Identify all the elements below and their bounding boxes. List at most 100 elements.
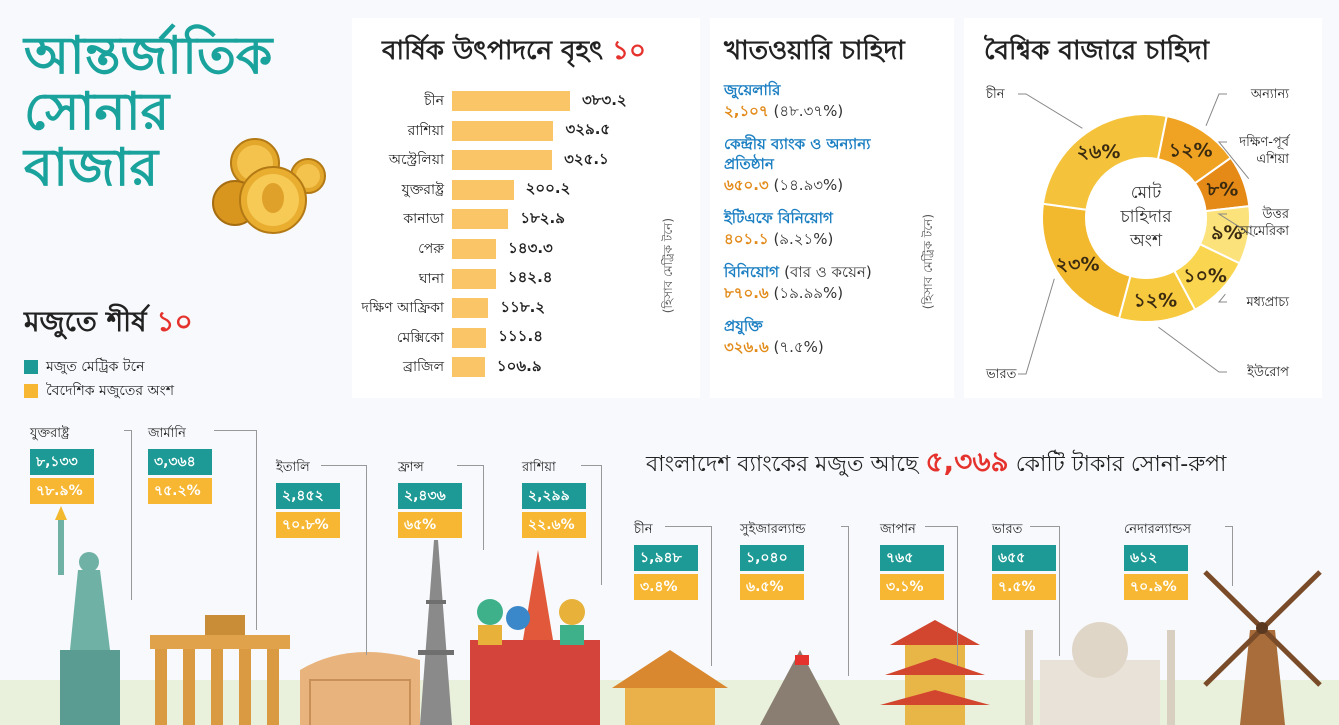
reserve-share-badge: ৩.৪% (634, 574, 698, 600)
donut-leader-line (1158, 326, 1227, 373)
bar (452, 150, 553, 171)
st-basil-cathedral-icon (470, 550, 600, 725)
legend-swatch-teal (24, 360, 38, 374)
reserve-country-name: ইতালি (276, 460, 310, 475)
production-bar-chart: চীন ৩৮৩.২ রাশিয়া ৩২৯.৫ অস্ট্রেলিয়া ৩২৫.১ যুক… (352, 90, 682, 390)
windmill-icon (1203, 570, 1322, 725)
bar-row: মেক্সিকো ১১১.৪ (352, 327, 543, 349)
legend-swatch-gold (24, 384, 38, 398)
reserve-country-name: সুইজারল্যান্ড (740, 522, 806, 537)
production-title-number: ১০ (612, 36, 646, 66)
brandenburg-gate-icon (150, 615, 290, 725)
production-title: বার্ষিক উৎপাদনে বৃহৎ ১০ (382, 36, 646, 66)
reserve-country-name: ভারত (992, 522, 1023, 537)
bar (452, 327, 487, 348)
donut-leader-line (1217, 293, 1227, 303)
bar-category-label: মেক্সিকো (396, 329, 444, 346)
bangladesh-amount: ৫,৩৬৯ (925, 445, 1009, 478)
donut-category-label: আমেরিকা (1237, 223, 1290, 239)
reserve-country: নেদারল্যান্ডস ৬১২ ৭০.৯% (1124, 520, 1191, 600)
bar-category-label: দক্ষিণ আফ্রিকা (361, 300, 444, 317)
donut-leader-line (1217, 213, 1255, 237)
bar-category-label: রাশিয়া (407, 122, 444, 139)
legend-item-tons: মজুত মেট্রিক টনে (24, 355, 193, 379)
title-line-1: আন্তর্জাতিক (24, 25, 273, 86)
reserve-share-badge: ৭০.৮% (276, 512, 340, 538)
donut-leader-line (1018, 93, 1083, 129)
reserve-tons-badge: ৬৫৫ (992, 545, 1056, 571)
global-demand-panel: বৈশ্বিক বাজারে চাহিদা ১২% অন্যান্য ৮% দক্ষি… (964, 18, 1322, 398)
sector-item-technology: প্রযুক্তি ৩২৬.৬ (৭.৫%) (724, 317, 824, 356)
sector-item-jewellery: জুয়েলারি ২,১০৭ (৪৮.৩৭%) (724, 81, 844, 120)
reserve-country-name: জার্মানি (148, 426, 186, 441)
reserve-guide-line (1225, 526, 1233, 586)
sector-title: খাতওয়ারি চাহিদা (724, 36, 905, 66)
donut-category-label: ভারত (985, 367, 1017, 382)
donut-center-label: অংশ (1129, 231, 1163, 251)
reserve-share-badge: ২২.৬% (522, 512, 586, 538)
donut-center-label: চাহিদার (1119, 206, 1172, 227)
statue-of-liberty-icon (55, 506, 120, 725)
donut-slice-value: ১২% (1169, 139, 1213, 161)
reserve-share-badge: ৩.১% (880, 574, 944, 600)
global-demand-title: বৈশ্বিক বাজারে চাহিদা (984, 36, 1209, 66)
donut-category-label: মধ্যপ্রাচ্য (1245, 295, 1289, 310)
bar-category-label: যুক্তরাষ্ট্র (401, 181, 444, 198)
bar (452, 268, 496, 289)
production-panel: বার্ষিক উৎপাদনে বৃহৎ ১০ চীন ৩৮৩.২ রাশিয়া ৩… (352, 18, 700, 398)
reserve-country: চীন ১,৯৪৮ ৩.৪% (634, 520, 698, 600)
donut-slice-value: ২৩% (1056, 253, 1100, 275)
donut-leader-line (1018, 278, 1055, 375)
bar-category-label: অস্ট্রেলিয়া (388, 152, 444, 169)
sector-list: জুয়েলারি ২,১০৭ (৪৮.৩৭%) কেন্দ্রীয় ব্যা… (724, 80, 914, 358)
reserve-tons-badge: ৮,১৩৩ (30, 449, 94, 475)
bar-value-label: ১০৬.৯ (496, 356, 542, 375)
reserve-country: ফ্রান্স ২,৪৩৬ ৬৫% (398, 458, 462, 538)
reserve-tons-badge: ৬১২ (1124, 545, 1188, 571)
reserve-share-badge: ৭৮.৯% (30, 478, 94, 504)
donut-category-label: চীন (985, 86, 1005, 102)
gold-coins-icon (212, 138, 326, 234)
bangladesh-bank-reserve: বাংলাদেশ ব্যাংকের মজুত আছে ৫,৩৬৯ কোটি টা… (646, 445, 1227, 478)
demand-donut-chart: ১২% অন্যান্য ৮% দক্ষিণ-পূর্বএশিয়া ৯% উত্তরআম… (985, 86, 1291, 382)
legend-item-share: বৈদেশিক মজুতের অংশ (24, 379, 193, 403)
bar (452, 91, 570, 111)
donut-category-label: দক্ষিণ-পূর্ব (1238, 134, 1291, 150)
reserve-guide-line (581, 465, 602, 585)
reserve-guide-line (925, 526, 958, 666)
bar-value-label: ২০০.২ (525, 179, 571, 198)
chinese-temple-icon (612, 650, 728, 725)
eiffel-tower-icon (418, 540, 454, 725)
reserve-country: যুক্তরাষ্ট্র ৮,১৩৩ ৭৮.৯% (30, 424, 94, 504)
title-line-2: সোনার (24, 81, 170, 143)
donut-slice-value: ৯% (1211, 222, 1242, 244)
bar-value-label: ১৪২.৪ (507, 268, 553, 287)
bar-row: যুক্তরাষ্ট্র ২০০.২ (352, 179, 570, 201)
reserve-guide-line (841, 526, 849, 676)
donut-slice-value: ১০% (1183, 265, 1227, 287)
bar-value-label: ৩২৫.১ (564, 149, 609, 168)
bar-value-label: ১১১.৪ (498, 327, 543, 346)
bar-category-label: কানাডা (403, 211, 444, 228)
bar (452, 298, 489, 319)
reserve-tons-badge: ১,০৪০ (740, 545, 804, 571)
reserve-guide-line (214, 430, 257, 630)
reserve-guide-line (321, 465, 367, 655)
reserve-country-name: নেদারল্যান্ডস (1124, 522, 1191, 537)
sector-item-investment: বিনিয়োগ (বার ও কয়েন) ৮৭০.৬ (১৯.৯৯%) (724, 263, 872, 302)
reserve-country: জার্মানি ৩,৩৬৪ ৭৫.২% (148, 424, 212, 504)
reserve-tons-badge: ৩,৩৬৪ (148, 449, 212, 475)
donut-slice-value: ১২% (1133, 289, 1177, 311)
bar-row: পেরু ১৪৩.৩ (352, 238, 553, 260)
donut-leader-line (1217, 141, 1250, 180)
reserve-tons-badge: ২,৪৩৬ (398, 483, 462, 509)
bar (452, 239, 497, 259)
reserves-title-number: ১০ (156, 305, 193, 338)
sector-item-central-bank: কেন্দ্রীয় ব্যাংক ও অন্যান্য প্রতিষ্ঠান … (724, 135, 871, 194)
bar-value-label: ৩২৯.৫ (565, 120, 611, 139)
bar (452, 209, 509, 230)
reserve-tons-badge: ৭৬৫ (880, 545, 944, 571)
bar (452, 179, 514, 200)
reserve-share-badge: ৬.৫% (740, 574, 804, 600)
bar-row: কানাডা ১৮২.৯ (352, 208, 565, 230)
